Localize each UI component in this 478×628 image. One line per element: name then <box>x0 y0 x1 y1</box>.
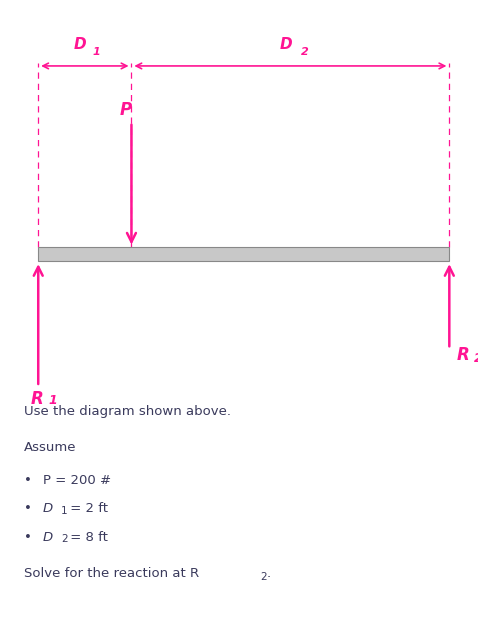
Text: 2: 2 <box>301 46 309 57</box>
Bar <box>38 247 449 261</box>
Text: Solve for the reaction at R: Solve for the reaction at R <box>24 567 199 580</box>
Text: = 8 ft: = 8 ft <box>66 531 108 544</box>
Text: D: D <box>43 502 53 516</box>
Text: = 2 ft: = 2 ft <box>66 502 108 516</box>
Text: D: D <box>74 37 87 52</box>
Text: 2: 2 <box>474 352 478 365</box>
Text: D: D <box>279 37 292 52</box>
Text: .: . <box>267 567 271 580</box>
Text: 2: 2 <box>61 534 68 544</box>
Text: 2: 2 <box>261 572 267 582</box>
Text: •: • <box>24 531 32 544</box>
Text: Use the diagram shown above.: Use the diagram shown above. <box>24 405 231 418</box>
Text: 1: 1 <box>49 394 57 408</box>
Text: R: R <box>456 346 469 364</box>
Text: Assume: Assume <box>24 441 76 455</box>
Text: P = 200 #: P = 200 # <box>43 474 111 487</box>
Text: D: D <box>43 531 53 544</box>
Text: •: • <box>24 474 32 487</box>
Text: 1: 1 <box>93 46 101 57</box>
Text: •: • <box>24 502 32 516</box>
Text: P: P <box>120 100 131 119</box>
Text: R: R <box>31 390 44 408</box>
Text: 1: 1 <box>61 506 68 516</box>
